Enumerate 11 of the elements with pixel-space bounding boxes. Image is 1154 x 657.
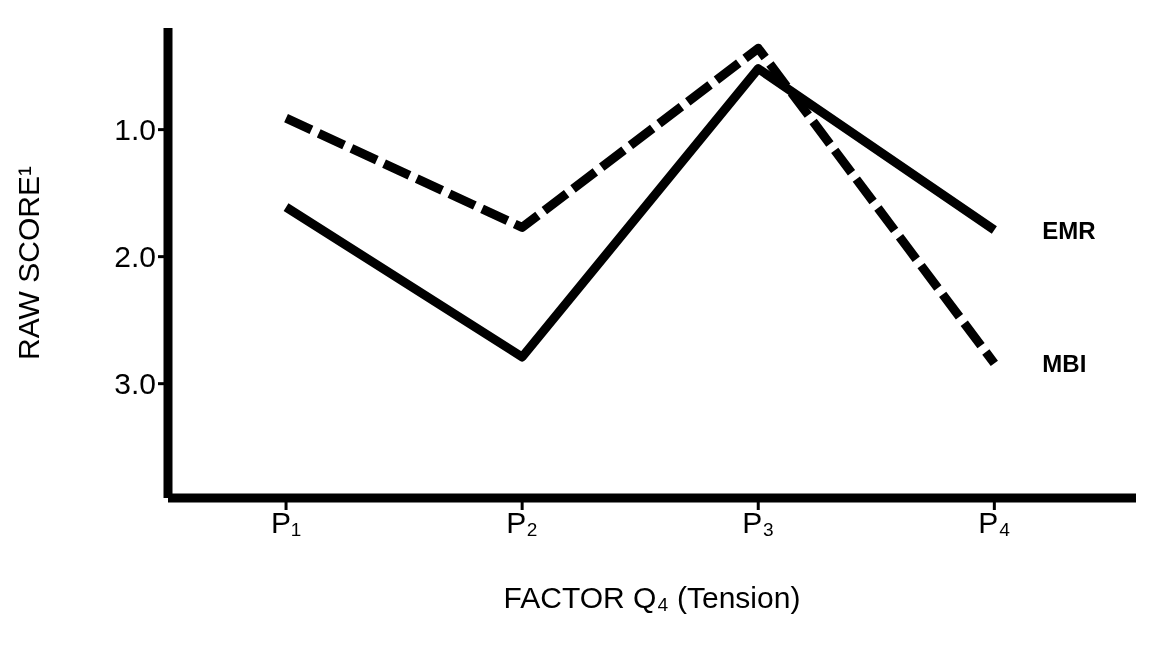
y-tick-label: 3.0: [114, 367, 156, 401]
x-tick-label: P₃: [742, 506, 775, 540]
y-axis-title: RAW SCORE¹: [11, 166, 45, 360]
x-tick-label: P₄: [978, 506, 1011, 540]
y-tick-label: 2.0: [114, 240, 156, 274]
text: EMR: [1042, 216, 1096, 244]
x-tick-label: P₁: [270, 506, 302, 540]
text: MBI: [1042, 350, 1087, 378]
x-axis-title: FACTOR Q₄ (Tension): [503, 581, 801, 614]
y-tick-label: 1.0: [114, 113, 156, 147]
x-tick-label: P₂: [506, 506, 538, 540]
